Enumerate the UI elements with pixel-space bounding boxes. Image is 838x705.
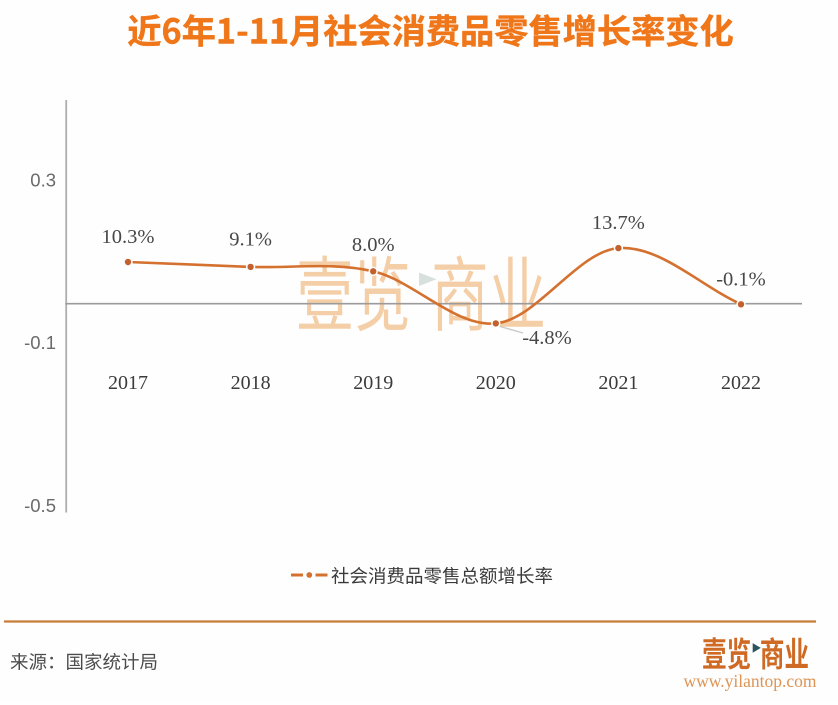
- svg-text:0.3: 0.3: [30, 169, 56, 190]
- svg-text:13.7%: 13.7%: [592, 212, 645, 234]
- svg-text:2021: 2021: [598, 372, 638, 394]
- svg-text:2020: 2020: [476, 372, 516, 394]
- svg-text:2017: 2017: [108, 372, 148, 394]
- svg-text:-0.1: -0.1: [24, 332, 56, 353]
- svg-text:2022: 2022: [721, 372, 761, 394]
- svg-text:9.1%: 9.1%: [229, 229, 272, 251]
- svg-text:8.0%: 8.0%: [352, 234, 395, 256]
- svg-text:-0.5: -0.5: [24, 495, 56, 516]
- svg-text:-0.1%: -0.1%: [716, 269, 766, 291]
- svg-text:www.yilantop.com: www.yilantop.com: [683, 671, 816, 691]
- svg-text:10.3%: 10.3%: [102, 226, 155, 248]
- svg-text:-4.8%: -4.8%: [522, 327, 572, 349]
- svg-text:2018: 2018: [231, 372, 271, 394]
- svg-text:2019: 2019: [353, 372, 393, 394]
